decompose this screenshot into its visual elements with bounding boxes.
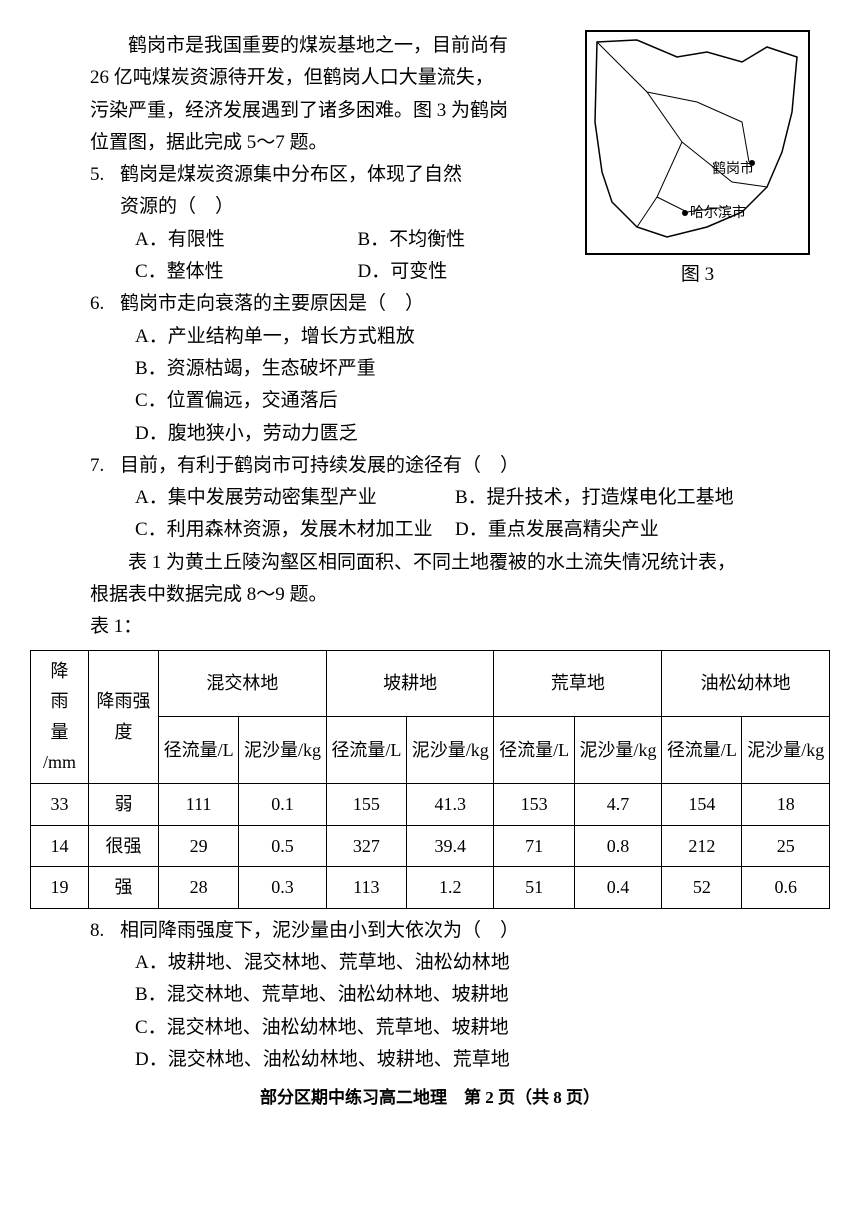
q8-stem: 相同降雨强度下，泥沙量由小到大依次为（ ） (120, 915, 519, 947)
td: 0.6 (742, 867, 830, 909)
th-sub: 径流量/L (494, 717, 574, 784)
th-group4: 油松幼林地 (662, 650, 830, 717)
q7-option-c: C．利用森林资源，发展木材加工业 (135, 514, 455, 546)
q6-option-b: B．资源枯竭，生态破坏严重 (30, 353, 830, 385)
page-footer: 部分区期中练习高二地理 第 2 页（共 8 页） (30, 1084, 830, 1113)
th-sub: 泥沙量/kg (406, 717, 494, 784)
table-intro-cont: 根据表中数据完成 8～9 题。 (30, 579, 830, 611)
th-sub: 径流量/L (662, 717, 742, 784)
td: 29 (159, 825, 239, 867)
th-sub: 泥沙量/kg (574, 717, 662, 784)
td: 113 (326, 867, 406, 909)
q5-number: 5. (90, 159, 120, 191)
td: 0.5 (239, 825, 327, 867)
td: 33 (31, 784, 89, 826)
td: 弱 (89, 784, 159, 826)
td: 153 (494, 784, 574, 826)
th-sub: 径流量/L (159, 717, 239, 784)
td: 28 (159, 867, 239, 909)
q7-number: 7. (90, 450, 120, 482)
td: 14 (31, 825, 89, 867)
q5-option-c: C．整体性 (135, 256, 358, 288)
th-text: 降 (51, 661, 69, 681)
td: 很强 (89, 825, 159, 867)
td: 4.7 (574, 784, 662, 826)
td: 1.2 (406, 867, 494, 909)
q5-option-a: A．有限性 (135, 224, 358, 256)
map-city-harbin: 哈尔滨市 (690, 202, 746, 226)
th-sub: 泥沙量/kg (742, 717, 830, 784)
q7-option-b: B．提升技术，打造煤电化工基地 (455, 482, 734, 514)
td: 18 (742, 784, 830, 826)
td: 0.3 (239, 867, 327, 909)
q6-option-c: C．位置偏远，交通落后 (30, 385, 830, 417)
q7-option-a: A．集中发展劳动密集型产业 (135, 482, 455, 514)
td: 155 (326, 784, 406, 826)
td: 0.4 (574, 867, 662, 909)
q7-stem: 目前，有利于鹤岗市可持续发展的途径有（ ） (120, 450, 519, 482)
th-intensity: 降雨强度 (89, 650, 159, 783)
q6-stem: 鹤岗市走向衰落的主要原因是（ ） (120, 288, 424, 320)
td: 327 (326, 825, 406, 867)
td: 52 (662, 867, 742, 909)
table-label: 表 1： (30, 611, 830, 643)
map-figure: 鹤岗市 哈尔滨市 图 3 (585, 30, 810, 291)
td: 154 (662, 784, 742, 826)
q7-option-d: D．重点发展高精尖产业 (455, 514, 659, 546)
td: 0.1 (239, 784, 327, 826)
th-sub: 泥沙量/kg (239, 717, 327, 784)
td: 39.4 (406, 825, 494, 867)
th-text: 量 (51, 722, 69, 742)
q6-number: 6. (90, 288, 120, 320)
th-text: /mm (43, 752, 76, 772)
td: 25 (742, 825, 830, 867)
q8-option-b: B．混交林地、荒草地、油松幼林地、坡耕地 (30, 979, 830, 1011)
q8-option-d: D．混交林地、油松幼林地、坡耕地、荒草地 (30, 1044, 830, 1076)
q8-number: 8. (90, 915, 120, 947)
q5-option-b: B．不均衡性 (358, 224, 581, 256)
th-sub: 径流量/L (326, 717, 406, 784)
table-intro: 表 1 为黄土丘陵沟壑区相同面积、不同土地覆被的水土流失情况统计表， (30, 547, 830, 579)
table-row: 14 很强 29 0.5 327 39.4 71 0.8 212 25 (31, 825, 830, 867)
td: 0.8 (574, 825, 662, 867)
th-group1: 混交林地 (159, 650, 327, 717)
td: 51 (494, 867, 574, 909)
th-text: 雨 (51, 691, 69, 711)
q6-option-d: D．腹地狭小，劳动力匮乏 (30, 418, 830, 450)
q5-stem: 鹤岗是煤炭资源集中分布区，体现了自然 (120, 159, 462, 191)
data-table: 降 雨 量 /mm 降雨强度 混交林地 坡耕地 荒草地 油松幼林地 径流量/L … (30, 650, 830, 909)
td: 强 (89, 867, 159, 909)
td: 41.3 (406, 784, 494, 826)
map-city-hegang: 鹤岗市 (712, 158, 754, 182)
map-caption: 图 3 (585, 259, 810, 291)
td: 111 (159, 784, 239, 826)
q6-option-a: A．产业结构单一，增长方式粗放 (30, 321, 830, 353)
table-row: 33 弱 111 0.1 155 41.3 153 4.7 154 18 (31, 784, 830, 826)
q5-option-d: D．可变性 (358, 256, 581, 288)
td: 212 (662, 825, 742, 867)
th-group3: 荒草地 (494, 650, 662, 717)
td: 19 (31, 867, 89, 909)
th-group2: 坡耕地 (326, 650, 494, 717)
table-row: 19 强 28 0.3 113 1.2 51 0.4 52 0.6 (31, 867, 830, 909)
q8-option-c: C．混交林地、油松幼林地、荒草地、坡耕地 (30, 1012, 830, 1044)
q8-option-a: A．坡耕地、混交林地、荒草地、油松幼林地 (30, 947, 830, 979)
td: 71 (494, 825, 574, 867)
